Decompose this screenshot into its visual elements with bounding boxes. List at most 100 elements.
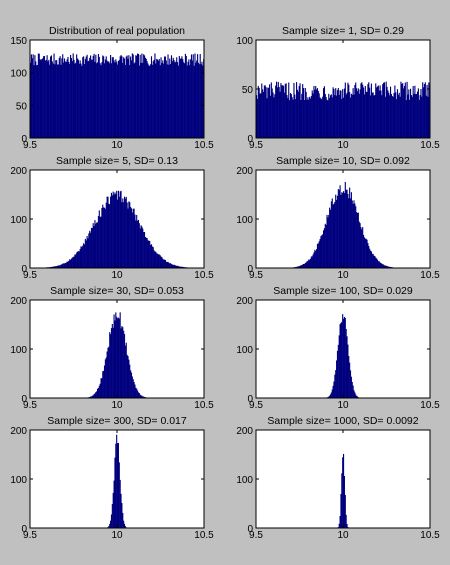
- histogram-bar: [338, 94, 340, 138]
- histogram-bar: [315, 250, 317, 268]
- histogram-bar: [347, 344, 349, 398]
- histogram-bar: [329, 394, 332, 398]
- histogram-bar: [153, 250, 155, 268]
- histogram-bar: [375, 83, 377, 138]
- histogram-bar: [277, 81, 279, 138]
- histogram-bar: [110, 63, 113, 138]
- histogram-bar: [57, 265, 59, 268]
- histogram-bar: [121, 202, 123, 268]
- histogram-bar: [322, 96, 324, 138]
- histogram-bar: [336, 350, 339, 398]
- histogram-bar: [118, 318, 120, 398]
- histogram-bar: [149, 65, 151, 138]
- histogram-bar: [182, 266, 184, 268]
- histogram-bar: [193, 65, 195, 138]
- histogram-bar: [308, 259, 310, 268]
- histogram-bar: [347, 82, 349, 138]
- histogram-bar: [354, 203, 356, 268]
- histogram-bar: [358, 93, 360, 138]
- histogram-bar: [360, 227, 362, 268]
- histogram-bar: [131, 53, 133, 138]
- histogram-bar: [397, 94, 399, 138]
- histogram-bar: [108, 526, 110, 528]
- histogram-bar: [170, 263, 172, 268]
- histogram-bar: [427, 96, 429, 138]
- histogram-bar: [139, 228, 141, 268]
- histogram-bar: [263, 85, 265, 138]
- histogram-bar: [264, 85, 266, 138]
- histogram-bar: [36, 65, 38, 138]
- histogram-bar: [413, 93, 415, 138]
- histogram-bar: [142, 228, 144, 268]
- histogram-bar: [30, 62, 32, 138]
- histogram-bar: [399, 96, 401, 138]
- histogram-bar: [274, 94, 276, 138]
- histogram-bar: [381, 263, 383, 268]
- histogram-bar: [380, 90, 382, 138]
- histogram-bar: [188, 59, 190, 138]
- histogram-bar: [170, 264, 173, 268]
- histogram-bar: [352, 385, 354, 398]
- histogram-bar: [297, 266, 299, 268]
- histogram-bar: [351, 200, 353, 268]
- histogram-bar: [389, 95, 391, 138]
- y-tick-label: 200: [10, 166, 27, 177]
- histogram-bar: [112, 191, 114, 268]
- histogram-bar: [130, 372, 133, 398]
- histogram-bar: [103, 63, 106, 138]
- histogram-bar: [336, 95, 338, 138]
- histogram-bar: [346, 189, 348, 268]
- histogram-bar: [84, 238, 86, 268]
- histogram-bar: [50, 55, 52, 138]
- histogram-bar: [110, 192, 113, 268]
- histogram-bar: [195, 62, 197, 138]
- histogram-bar: [350, 376, 352, 398]
- histogram-bar: [416, 93, 418, 138]
- histogram-bar: [71, 257, 73, 268]
- histogram-bar: [45, 59, 47, 138]
- histogram-bar: [329, 207, 331, 268]
- histogram-bars: [256, 81, 431, 138]
- histogram-bar: [361, 82, 363, 138]
- histogram-bar: [59, 265, 61, 268]
- histogram-bar: [428, 82, 430, 138]
- histogram-bar: [46, 55, 48, 139]
- histogram-bar: [371, 92, 373, 138]
- x-tick-label: 10.5: [194, 270, 214, 281]
- histogram-bar: [365, 238, 367, 268]
- histogram-bar: [348, 84, 350, 138]
- histogram-bar: [92, 395, 94, 398]
- histogram-bar: [305, 262, 307, 268]
- histogram-bar: [77, 59, 79, 139]
- histogram-bar: [346, 336, 348, 398]
- histogram-bar: [332, 204, 334, 268]
- histogram-bar: [301, 265, 303, 268]
- histogram-bar: [334, 201, 336, 268]
- histogram-bar: [143, 54, 145, 138]
- histogram-bar: [83, 64, 86, 138]
- histogram-bar: [91, 395, 93, 398]
- histogram-bar: [342, 314, 344, 398]
- histogram-bar: [123, 520, 125, 528]
- x-tick-label: 9.5: [23, 530, 37, 541]
- histogram-bar: [423, 87, 425, 138]
- histogram-bar: [126, 202, 128, 268]
- histogram-bar: [353, 94, 355, 138]
- histogram-bar: [374, 94, 376, 138]
- histogram-bars: [107, 434, 127, 528]
- histogram-bar: [197, 62, 200, 138]
- histogram-bar: [128, 359, 130, 398]
- histogram-bar: [79, 249, 81, 268]
- y-tick-label: 100: [10, 69, 27, 80]
- histogram-bar: [192, 54, 194, 138]
- histogram-bar: [338, 523, 340, 528]
- histogram-bar: [88, 233, 90, 268]
- histogram-bar: [102, 55, 104, 138]
- histogram-bar: [199, 54, 201, 138]
- histogram-bar: [138, 223, 140, 268]
- histogram-bar: [76, 251, 79, 268]
- histogram-bar: [143, 55, 146, 138]
- histogram-bar: [284, 84, 286, 138]
- histogram-bar: [383, 82, 386, 138]
- histogram-bar: [405, 100, 407, 138]
